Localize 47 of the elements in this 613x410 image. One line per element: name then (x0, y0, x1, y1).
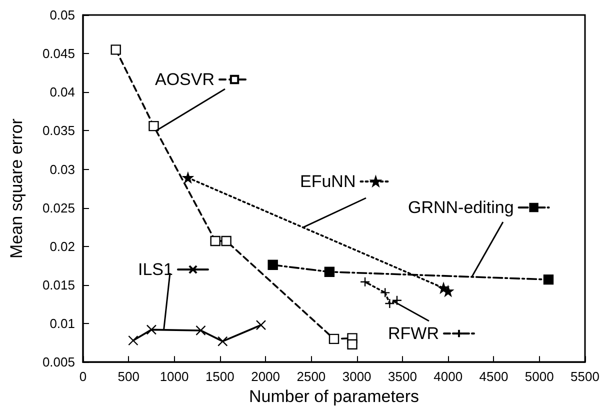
x-tick-label: 2000 (251, 369, 280, 384)
legend-label: GRNN-editing (408, 198, 514, 217)
x-tick-label: 4000 (434, 369, 463, 384)
x-tick-label: 500 (118, 369, 140, 384)
point (360, 276, 370, 287)
x-tick-label: 5500 (570, 369, 600, 384)
y-tick-label: 0.005 (42, 354, 75, 370)
legend-label: ILS1 (138, 260, 173, 279)
x-tick-label: 4500 (479, 369, 508, 384)
legend-label: RFWR (388, 324, 439, 343)
legend-label: AOSVR (154, 70, 215, 89)
x-tick-label: 3500 (388, 369, 417, 384)
point (543, 274, 554, 285)
y-tick-label: 0.04 (50, 84, 75, 100)
point (392, 295, 402, 306)
y-tick-label: 0.035 (42, 123, 75, 138)
point (347, 339, 358, 350)
point (196, 325, 206, 336)
y-tick-label: 0.015 (42, 277, 75, 292)
point (256, 320, 266, 330)
point (182, 172, 194, 183)
y-axis-title: Mean square error (7, 118, 26, 258)
y-tick-label: 0.03 (50, 162, 75, 177)
y-tick-label: 0.05 (50, 8, 75, 22)
x-tick-label: 5000 (524, 369, 554, 384)
point (218, 336, 228, 346)
point (221, 236, 232, 246)
x-tick-label: 1500 (205, 369, 234, 384)
x-axis-title: Number of parameters (248, 387, 420, 406)
x-tick-label: 2500 (296, 369, 326, 384)
x-tick-label: 3000 (342, 369, 372, 384)
point (146, 324, 157, 335)
x-tick-label: 1000 (160, 369, 189, 384)
point (210, 236, 220, 246)
point (110, 44, 121, 55)
x-tick-label: 0 (79, 369, 87, 384)
point (268, 260, 278, 270)
point (442, 286, 454, 296)
y-tick-label: 0.01 (50, 316, 75, 332)
point (324, 266, 335, 277)
legend-label: EFuNN (300, 172, 356, 191)
point (148, 120, 159, 132)
point (128, 335, 138, 346)
y-tick-label: 0.045 (42, 46, 75, 62)
point (328, 334, 340, 344)
y-tick-label: 0.02 (50, 238, 75, 254)
y-tick-label: 0.025 (42, 200, 75, 216)
